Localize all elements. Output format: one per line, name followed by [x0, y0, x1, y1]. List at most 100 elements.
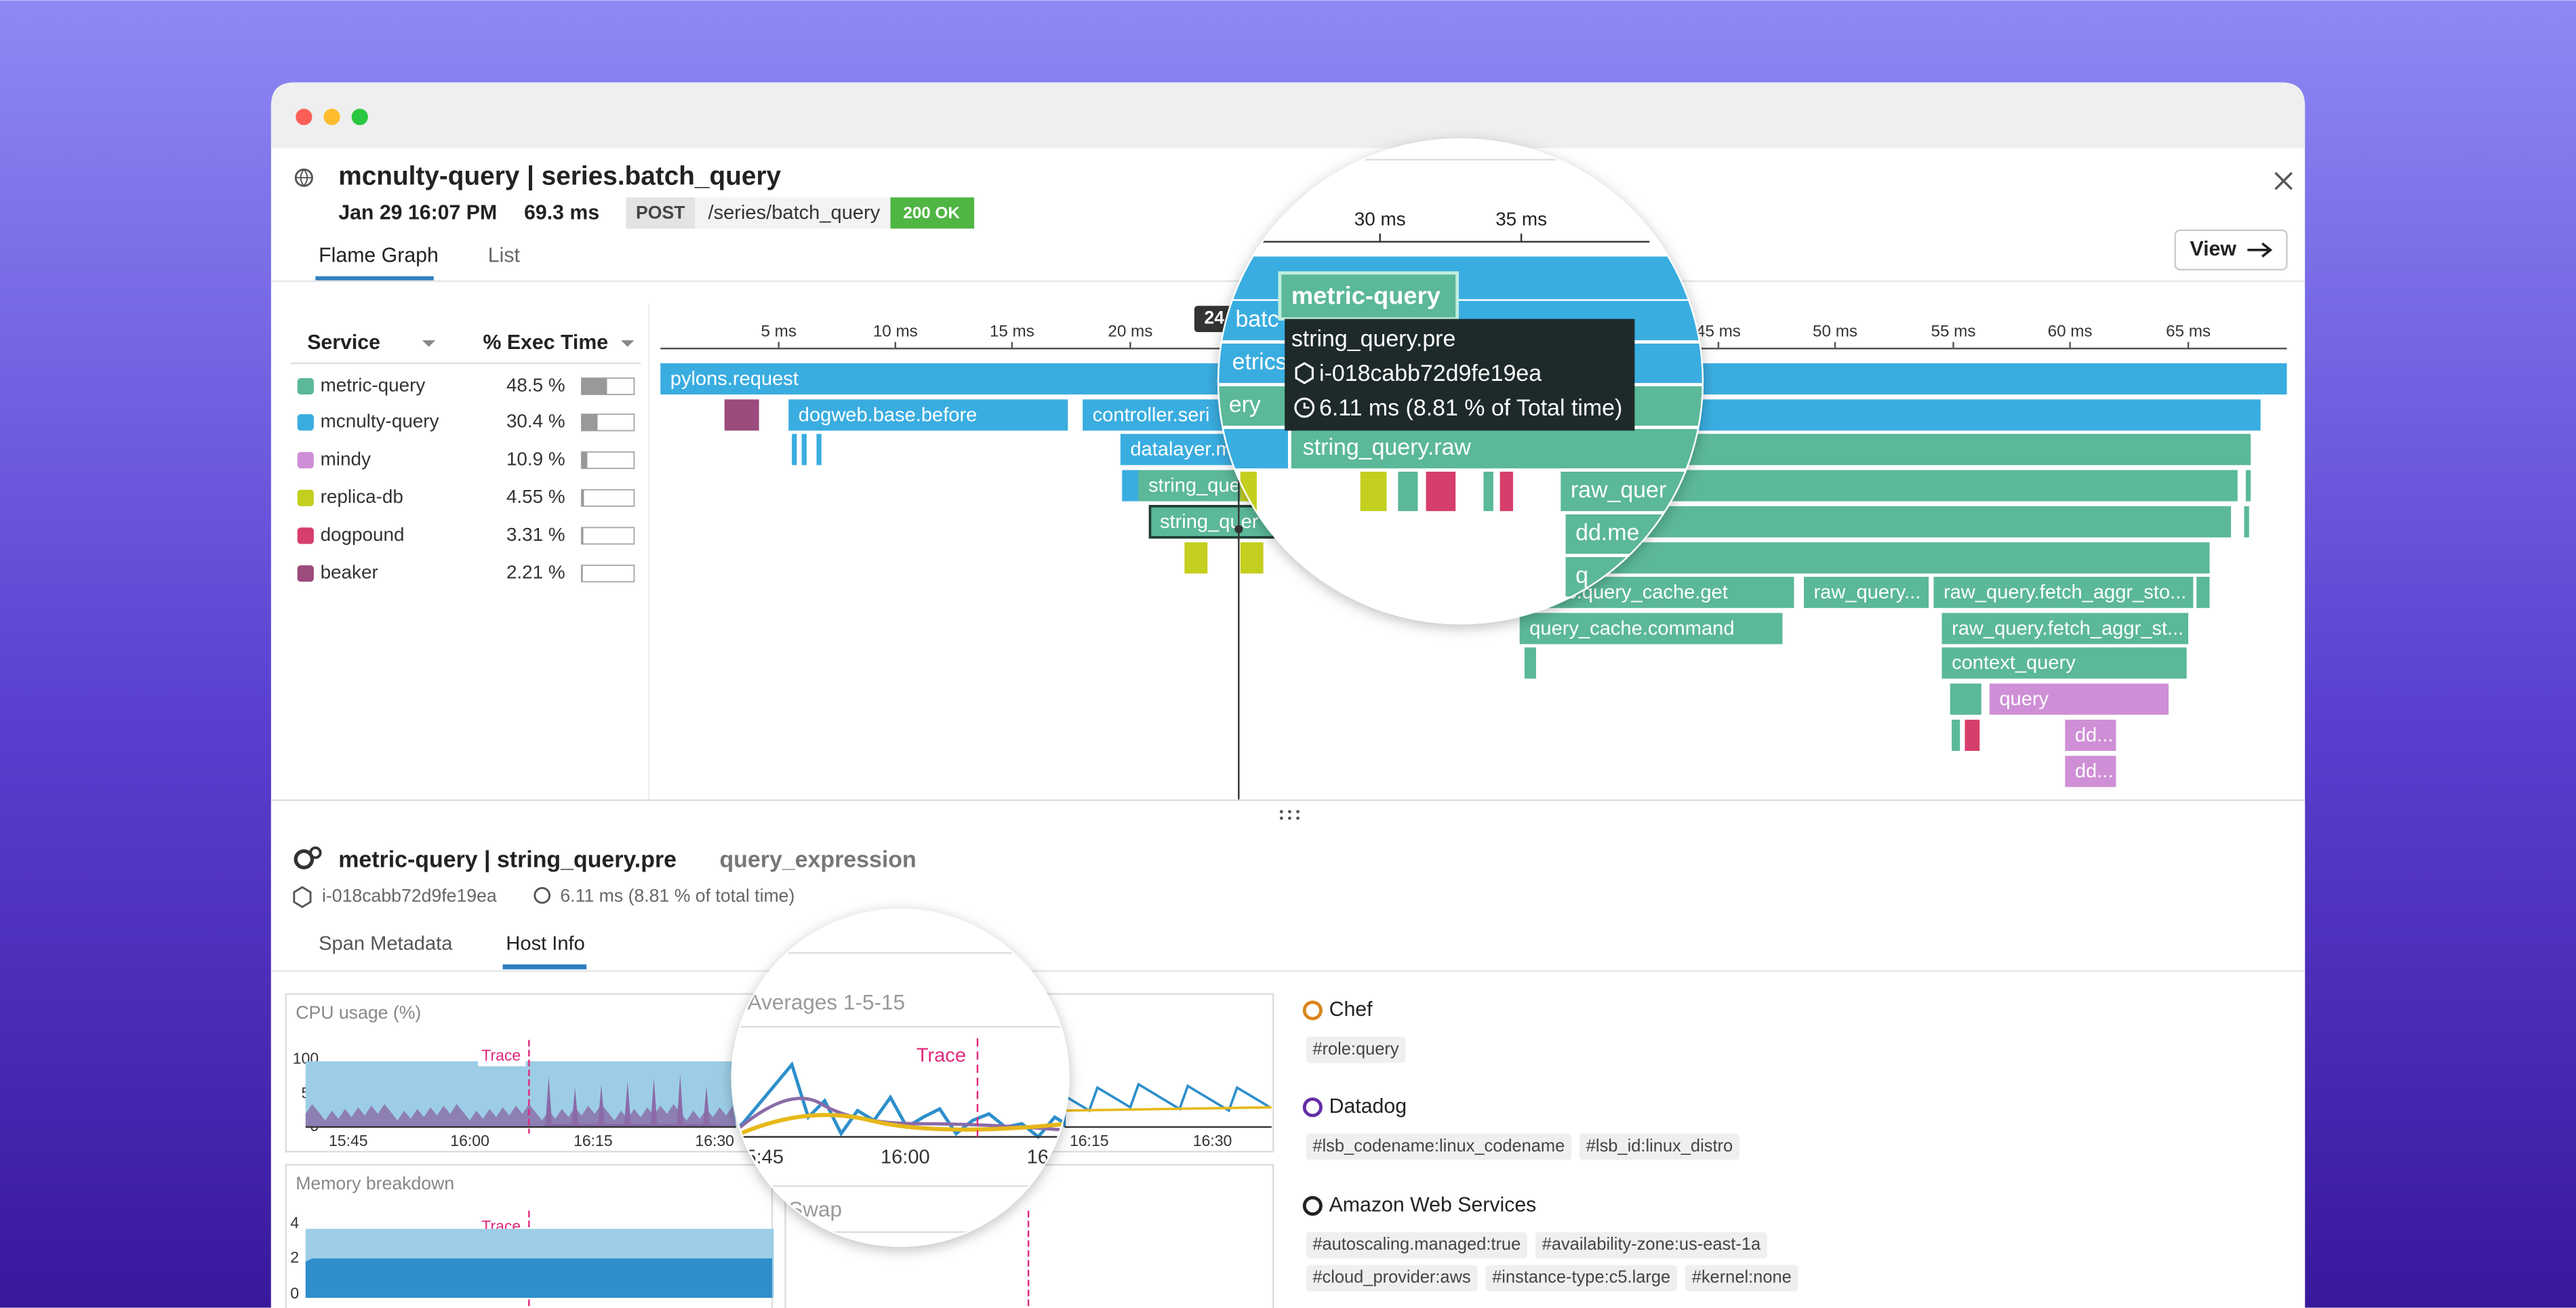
tag-pill[interactable] — [1535, 1232, 1767, 1259]
service-name[interactable]: mindy — [321, 448, 371, 469]
mag-load-15 — [732, 1113, 1068, 1139]
axis-tick-label: 50 ms — [1813, 322, 1857, 340]
close-dot[interactable] — [296, 108, 313, 125]
maximize-dot[interactable] — [351, 108, 368, 125]
flame-span-label[interactable]: dogweb.base.before — [799, 404, 978, 426]
tab[interactable]: Host Info — [506, 933, 584, 955]
tag-text[interactable]: #lsb_codename:linux_codename — [1312, 1137, 1565, 1156]
tag-pill[interactable] — [1306, 1265, 1478, 1292]
flame-span[interactable] — [1565, 506, 2232, 537]
mag-span-label: dd.me — [1575, 520, 1639, 546]
path-text: /series/batch_query — [708, 202, 881, 224]
view-button-text[interactable]: View — [2190, 238, 2236, 260]
tag-pill[interactable] — [1685, 1265, 1798, 1292]
drag-handle-dot[interactable] — [1288, 810, 1291, 814]
flame-span[interactable] — [1952, 719, 1960, 751]
flame-span[interactable] — [1138, 470, 1254, 502]
view-button[interactable] — [2174, 229, 2288, 271]
span-duration: 69.3 ms — [524, 202, 599, 224]
close-button[interactable] — [2274, 171, 2293, 190]
drag-handle-dot[interactable] — [1279, 816, 1283, 820]
flame-span[interactable] — [1933, 577, 2194, 609]
column-header[interactable]: Service — [307, 331, 380, 354]
flame-span[interactable] — [1524, 647, 1536, 679]
tag-text[interactable]: #instance-type:c5.large — [1492, 1268, 1670, 1287]
minimize-dot[interactable] — [323, 108, 340, 125]
flame-span-label[interactable]: string_quer — [1160, 511, 1259, 533]
mag-span — [1398, 471, 1418, 512]
flame-span[interactable] — [1148, 505, 1275, 539]
main: mcnulty-query | series.batch_query Jan 29… — [270, 138, 2306, 1308]
flame-span-label[interactable]: datalayer.m — [1130, 438, 1232, 460]
mag-span — [1360, 471, 1387, 512]
column-header[interactable]: % Exec Time — [483, 331, 609, 354]
tab[interactable]: Flame Graph — [319, 245, 439, 267]
tag-pill[interactable] — [1306, 1133, 1571, 1160]
flame-span-label[interactable]: raw_query.fetch_aggr_st... — [1952, 617, 2183, 639]
service-name[interactable]: dogpound — [321, 524, 405, 545]
flame-span-label[interactable]: controller.seri — [1093, 404, 1210, 426]
flame-span[interactable] — [2196, 577, 2210, 609]
service-name[interactable]: metric-query — [321, 374, 426, 395]
flame-span-label[interactable]: query_cache.command — [1529, 617, 1734, 639]
service-name[interactable]: beaker — [321, 562, 378, 583]
flame-span-label[interactable]: dd... — [2075, 724, 2114, 746]
axis-tick-label: 65 ms — [2166, 322, 2211, 340]
flame-span[interactable] — [1240, 542, 1264, 574]
drag-handle-dot[interactable] — [1279, 810, 1283, 814]
tag-text[interactable]: #role:query — [1312, 1040, 1399, 1059]
flame-span[interactable] — [1184, 542, 1208, 574]
source-name: Chef — [1329, 998, 1373, 1021]
flame-span[interactable] — [788, 399, 1068, 431]
flame-span[interactable] — [1519, 613, 1783, 645]
tag-pill[interactable] — [1306, 1036, 1406, 1063]
flame-span-label[interactable]: string_que — [1148, 474, 1241, 496]
detail-title: metric-query | string_query.pre — [338, 846, 677, 872]
drag-handle-dot[interactable] — [1296, 816, 1300, 820]
tag-text[interactable]: #kernel:none — [1692, 1268, 1792, 1287]
trace-badge — [478, 1046, 526, 1067]
x-tick-label: 15:45 — [329, 1132, 368, 1149]
service-name[interactable]: mcnulty-query — [321, 411, 439, 432]
tag-text[interactable]: #availability-zone:us-east-1a — [1542, 1235, 1761, 1254]
flame-span[interactable] — [801, 434, 807, 466]
flame-span-label[interactable]: raw_query.fetch_aggr_sto... — [1944, 581, 2186, 603]
flame-span[interactable] — [816, 434, 822, 466]
flame-span[interactable] — [1965, 719, 1980, 751]
drag-handle-dot[interactable] — [1288, 816, 1291, 820]
tag-text[interactable]: #lsb_id:linux_distro — [1586, 1137, 1733, 1156]
flame-span[interactable] — [1803, 577, 1929, 609]
flame-span[interactable] — [2065, 756, 2116, 788]
flame-span[interactable] — [1950, 683, 1981, 715]
flame-span[interactable] — [1941, 613, 2189, 645]
tag-text[interactable]: #autoscaling.managed:true — [1312, 1235, 1521, 1254]
flame-span-label[interactable]: pylons.request — [670, 368, 799, 390]
flame-span-label[interactable]: context_query — [1952, 652, 2076, 674]
x-tick-label: 16:00 — [450, 1132, 489, 1149]
tag-pill[interactable] — [1579, 1133, 1739, 1160]
flame-span[interactable] — [724, 399, 759, 431]
flame-span[interactable] — [1989, 683, 2169, 715]
service-name[interactable]: replica-db — [321, 486, 403, 507]
flame-span[interactable] — [2244, 506, 2249, 537]
flame-span[interactable] — [2245, 470, 2251, 502]
flame-span[interactable] — [1565, 542, 2210, 574]
magnifier-bottom — [731, 908, 1070, 1247]
exec-pct: 10.9 % — [506, 448, 565, 469]
tab[interactable]: List — [488, 245, 521, 267]
flame-span-label[interactable]: raw_query... — [1814, 581, 1921, 603]
tag-text[interactable]: #cloud_provider:aws — [1312, 1268, 1470, 1287]
tab[interactable]: Span Metadata — [319, 933, 453, 955]
flame-span[interactable] — [1122, 470, 1139, 502]
flame-span[interactable] — [2065, 719, 2116, 751]
mag-span-label: string_query.raw — [1303, 434, 1472, 460]
x-tick-label: 16:00 — [881, 1147, 930, 1168]
drag-handle-dot[interactable] — [1296, 810, 1300, 814]
flame-span-label[interactable]: query — [1999, 689, 2049, 710]
flame-span[interactable] — [1941, 647, 2187, 679]
flame-span[interactable] — [792, 434, 797, 466]
tag-pill[interactable] — [1485, 1265, 1677, 1292]
flame-span-label[interactable]: dd... — [2075, 760, 2114, 782]
tag-pill[interactable] — [1306, 1232, 1527, 1259]
